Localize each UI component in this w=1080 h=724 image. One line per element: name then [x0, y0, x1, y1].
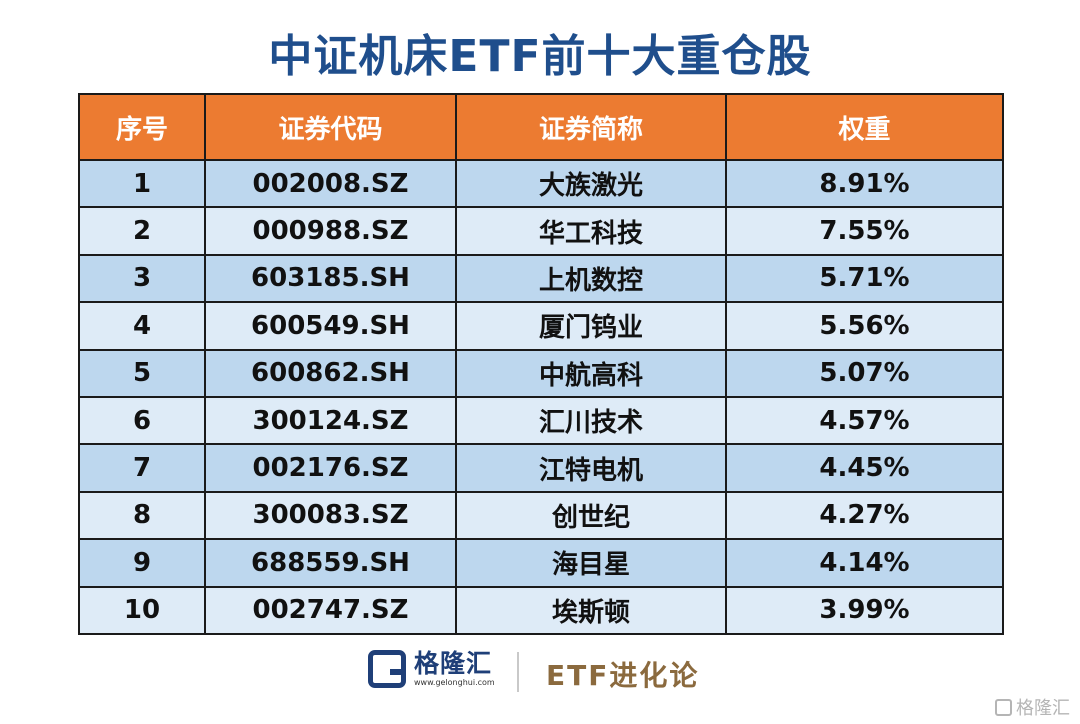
table-row: 1 002008.SZ 大族激光 8.91% — [78, 158, 1004, 209]
cell-name: 华工科技 — [455, 206, 727, 256]
cell-weight: 8.91% — [725, 158, 1004, 209]
cell-weight: 3.99% — [725, 585, 1004, 635]
table-row: 2 000988.SZ 华工科技 7.55% — [78, 206, 1004, 256]
footer: 格隆汇 www.gelonghui.com ETF进化论 — [0, 646, 1080, 696]
cell-code: 300124.SZ — [204, 395, 457, 446]
table-row: 10 002747.SZ 埃斯顿 3.99% — [78, 585, 1004, 635]
table-row: 4 600549.SH 厦门钨业 5.56% — [78, 301, 1004, 351]
cell-rank: 2 — [78, 206, 206, 256]
cell-weight: 4.57% — [725, 395, 1004, 446]
cell-rank: 3 — [78, 253, 206, 304]
brand-name: 格隆汇 — [414, 649, 493, 678]
brand-logo: 格隆汇 www.gelonghui.com — [368, 650, 495, 688]
header-code: 证券代码 — [204, 93, 457, 161]
cell-code: 603185.SH — [204, 253, 457, 304]
cell-weight: 5.07% — [725, 348, 1004, 398]
cell-weight: 5.71% — [725, 253, 1004, 304]
column-name: ETF进化论 — [546, 659, 700, 692]
cell-name: 海目星 — [455, 538, 727, 588]
cell-code: 000988.SZ — [204, 206, 457, 256]
header-weight: 权重 — [725, 93, 1004, 161]
watermark-text: 格隆汇 — [1016, 698, 1070, 719]
cell-rank: 6 — [78, 395, 206, 446]
cell-code: 300083.SZ — [204, 490, 457, 541]
watermark: 格隆汇 — [995, 694, 1070, 720]
watermark-logo-icon — [995, 698, 1012, 716]
table-row: 7 002176.SZ 江特电机 4.45% — [78, 443, 1004, 493]
cell-rank: 8 — [78, 490, 206, 541]
cell-name: 创世纪 — [455, 490, 727, 541]
cell-name: 江特电机 — [455, 443, 727, 493]
cell-name: 中航高科 — [455, 348, 727, 398]
cell-code: 600862.SH — [204, 348, 457, 398]
cell-name: 埃斯顿 — [455, 585, 727, 635]
table-row: 3 603185.SH 上机数控 5.71% — [78, 253, 1004, 304]
footer-divider — [517, 652, 519, 692]
table-row: 5 600862.SH 中航高科 5.07% — [78, 348, 1004, 398]
cell-rank: 1 — [78, 158, 206, 209]
cell-code: 600549.SH — [204, 301, 457, 351]
cell-rank: 4 — [78, 301, 206, 351]
cell-name: 汇川技术 — [455, 395, 727, 446]
cell-weight: 4.45% — [725, 443, 1004, 493]
header-name: 证券简称 — [455, 93, 727, 161]
cell-name: 厦门钨业 — [455, 301, 727, 351]
table-row: 6 300124.SZ 汇川技术 4.57% — [78, 395, 1004, 446]
cell-code: 002747.SZ — [204, 585, 457, 635]
table-row: 8 300083.SZ 创世纪 4.27% — [78, 490, 1004, 541]
cell-weight: 5.56% — [725, 301, 1004, 351]
cell-weight: 4.14% — [725, 538, 1004, 588]
cell-code: 688559.SH — [204, 538, 457, 588]
header-rank: 序号 — [78, 93, 206, 161]
cell-name: 大族激光 — [455, 158, 727, 209]
cell-rank: 7 — [78, 443, 206, 493]
holdings-table: 序号 证券代码 证券简称 权重 1 002008.SZ 大族激光 8.91% 2… — [78, 93, 1004, 635]
cell-rank: 9 — [78, 538, 206, 588]
cell-weight: 7.55% — [725, 206, 1004, 256]
cell-rank: 10 — [78, 585, 206, 635]
cell-rank: 5 — [78, 348, 206, 398]
table-row: 9 688559.SH 海目星 4.14% — [78, 538, 1004, 588]
cell-weight: 4.27% — [725, 490, 1004, 541]
cell-code: 002008.SZ — [204, 158, 457, 209]
brand-url: www.gelonghui.com — [414, 678, 495, 687]
cell-name: 上机数控 — [455, 253, 727, 304]
page-title: 中证机床ETF前十大重仓股 — [268, 31, 812, 82]
cell-code: 002176.SZ — [204, 443, 457, 493]
gelonghui-logo-icon — [368, 650, 406, 688]
brand-text: 格隆汇 www.gelonghui.com — [414, 651, 495, 687]
table-header-row: 序号 证券代码 证券简称 权重 — [78, 93, 1004, 161]
